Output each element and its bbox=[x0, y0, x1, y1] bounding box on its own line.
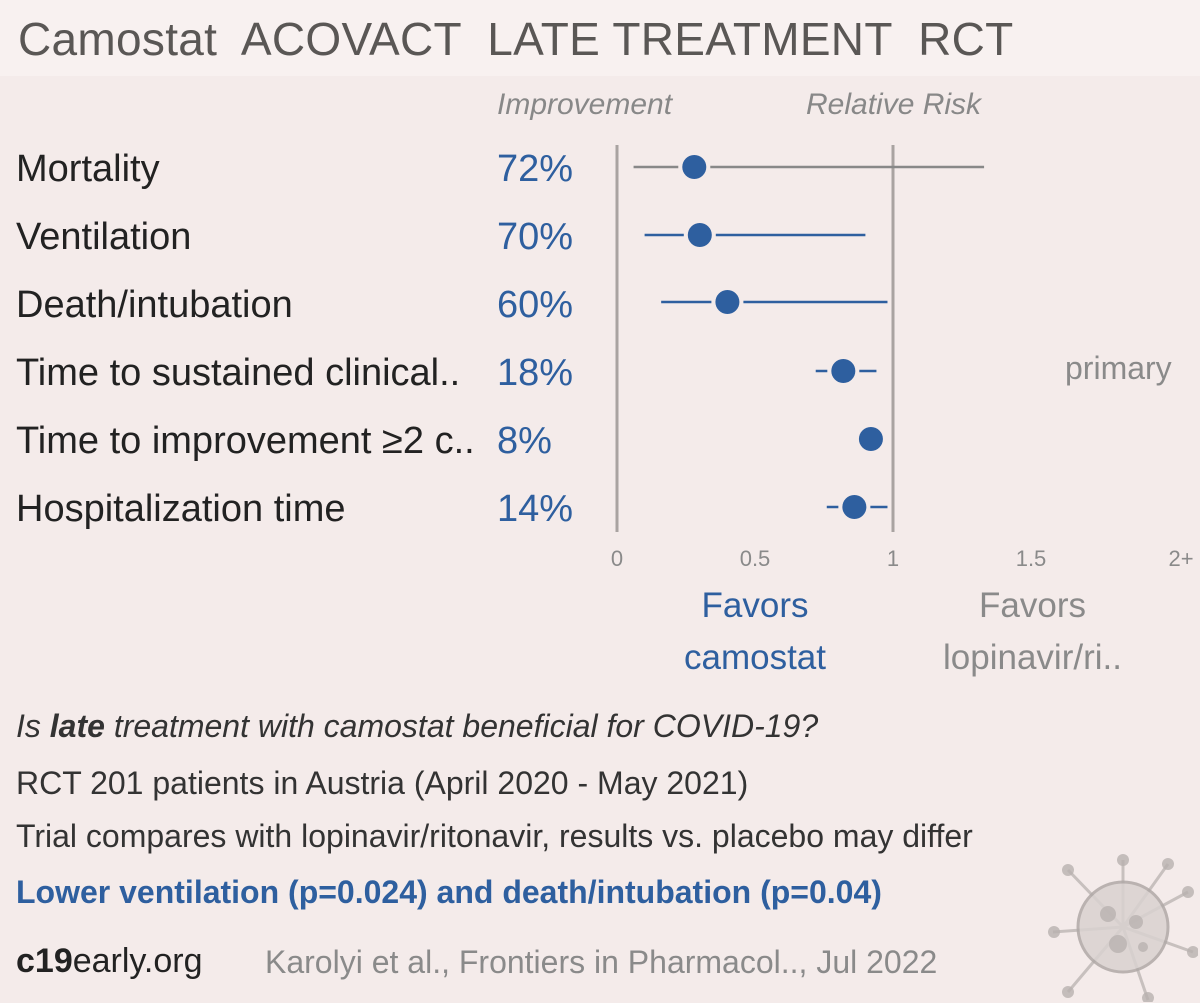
favors-right-line2: lopinavir/ri.. bbox=[943, 638, 1122, 677]
title-trial: ACOVACT bbox=[240, 13, 462, 65]
favors-right-line1: Favors bbox=[979, 586, 1086, 625]
virus-icon bbox=[1048, 854, 1198, 1002]
title-bar: Camostat ACOVACT LATE TREATMENT RCT bbox=[0, 0, 1200, 76]
title-stage: LATE TREATMENT bbox=[487, 13, 892, 65]
study-design-line: RCT 201 patients in Austria (April 2020 … bbox=[16, 765, 749, 801]
site-bold: c19 bbox=[16, 942, 73, 980]
improvement-value-death-intubation: 60% bbox=[497, 284, 574, 326]
improvement-value-hospitalization: 14% bbox=[497, 488, 574, 530]
x-tick-label: 1.5 bbox=[1016, 546, 1047, 571]
improvement-value-mortality: 72% bbox=[497, 148, 574, 190]
forest-plot: 0 0.5 1 1.5 2+ bbox=[611, 145, 1194, 571]
question-prefix: Is bbox=[16, 708, 50, 744]
study-comparator-line: Trial compares with lopinavir/ritonavir,… bbox=[16, 818, 973, 854]
primary-outcome-tag: primary bbox=[1065, 350, 1172, 386]
x-tick-label: 1 bbox=[887, 546, 899, 571]
improvement-column-header: Improvement bbox=[497, 88, 673, 121]
x-tick-label: 2+ bbox=[1168, 546, 1193, 571]
favors-left-line2: camostat bbox=[684, 638, 826, 677]
improvement-value-ventilation: 70% bbox=[497, 216, 574, 258]
point-estimate bbox=[858, 427, 883, 451]
study-result-line: Lower ventilation (p=0.024) and death/in… bbox=[16, 874, 882, 910]
study-question: Is late treatment with camostat benefici… bbox=[16, 708, 818, 745]
relative-risk-column-header: Relative Risk bbox=[806, 88, 982, 121]
site-rest: early.org bbox=[72, 942, 203, 980]
question-suffix: treatment with camostat beneficial for C… bbox=[104, 708, 819, 744]
title-design: RCT bbox=[918, 13, 1014, 65]
point-estimate bbox=[687, 223, 712, 247]
x-tick-label: 0 bbox=[611, 546, 623, 571]
outcome-label-mortality: Mortality bbox=[16, 148, 160, 190]
point-estimate bbox=[842, 495, 867, 519]
point-estimate bbox=[715, 290, 740, 314]
outcome-label-improvement: Time to improvement ≥2 c.. bbox=[16, 420, 475, 462]
improvement-value-improvement: 8% bbox=[497, 420, 552, 462]
favors-camostat-label: Favors camostat bbox=[660, 580, 850, 684]
favors-control-label: Favors lopinavir/ri.. bbox=[920, 580, 1145, 684]
outcome-label-ventilation: Ventilation bbox=[16, 216, 192, 258]
point-estimate bbox=[831, 359, 856, 383]
improvement-value-sustained-clinical: 18% bbox=[497, 352, 574, 394]
outcome-label-death-intubation: Death/intubation bbox=[16, 284, 293, 326]
citation: Karolyi et al., Frontiers in Pharmacol..… bbox=[265, 944, 938, 980]
x-tick-label: 0.5 bbox=[740, 546, 771, 571]
favors-left-line1: Favors bbox=[701, 586, 809, 625]
site-link[interactable]: c19early.org bbox=[16, 942, 203, 981]
outcome-label-hospitalization: Hospitalization time bbox=[16, 488, 346, 530]
title-drug: Camostat bbox=[18, 13, 218, 65]
outcome-label-sustained-clinical: Time to sustained clinical.. bbox=[16, 352, 461, 394]
question-emphasis: late bbox=[49, 708, 105, 744]
point-estimate bbox=[682, 155, 707, 179]
page-title: Camostat ACOVACT LATE TREATMENT RCT bbox=[18, 12, 1014, 66]
